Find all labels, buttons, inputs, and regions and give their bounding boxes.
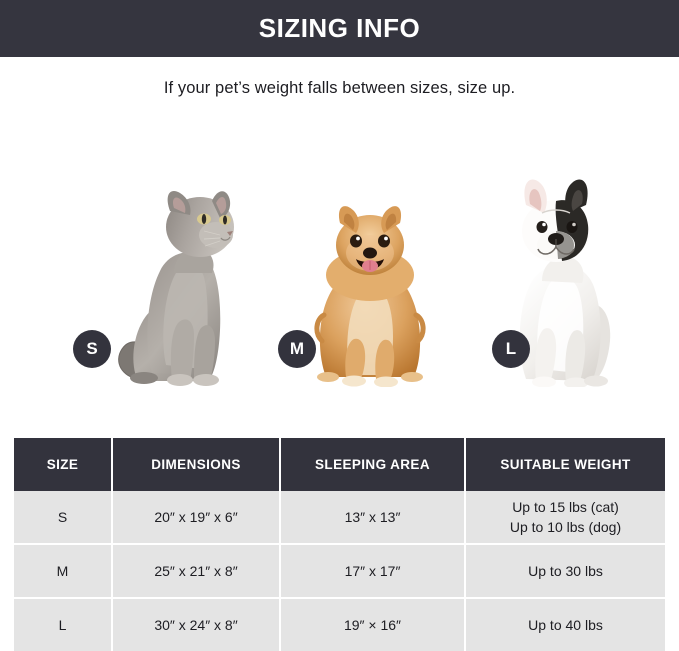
- size-badge-medium: M: [278, 330, 316, 368]
- cell-sleeping-area: 19″ × 16″: [280, 598, 466, 651]
- column-header-sleeping-area: SLEEPING AREA: [280, 438, 466, 491]
- subtitle-container: If your pet’s weight falls between sizes…: [0, 57, 679, 119]
- cell-suitable-weight: Up to 40 lbs: [465, 598, 665, 651]
- sizing-table: SIZE DIMENSIONS SLEEPING AREA SUITABLE W…: [14, 438, 665, 651]
- cell-dimensions: 20″ x 19″ x 6″: [112, 491, 281, 545]
- cell-suitable-weight: Up to 15 lbs (cat) Up to 10 lbs (dog): [465, 491, 665, 545]
- pomeranian-illustration: [314, 206, 426, 387]
- size-badge-large: L: [492, 330, 530, 368]
- sizing-info-banner: SIZING INFO: [0, 0, 679, 57]
- table-body: S 20″ x 19″ x 6″ 13″ x 13″ Up to 15 lbs …: [14, 491, 665, 651]
- cell-dimensions: 30″ x 24″ x 8″: [112, 598, 281, 651]
- table-header: SIZE DIMENSIONS SLEEPING AREA SUITABLE W…: [14, 438, 665, 491]
- size-badge-small: S: [73, 330, 111, 368]
- cell-size: S: [14, 491, 113, 545]
- french-bulldog-illustration: [519, 179, 611, 387]
- cat-illustration: [118, 191, 234, 386]
- cell-size: L: [14, 598, 113, 651]
- cell-suitable-weight: Up to 30 lbs: [465, 544, 665, 599]
- table-row: S 20″ x 19″ x 6″ 13″ x 13″ Up to 15 lbs …: [14, 491, 665, 545]
- column-header-size: SIZE: [14, 438, 113, 491]
- weight-line-dog: Up to 10 lbs (dog): [509, 519, 622, 535]
- cell-size: M: [14, 544, 113, 599]
- sizing-note: If your pet’s weight falls between sizes…: [163, 78, 516, 97]
- table-header-row: SIZE DIMENSIONS SLEEPING AREA SUITABLE W…: [14, 438, 665, 491]
- pet-image-large: [492, 169, 620, 387]
- weight-line-main: Up to 40 lbs: [528, 616, 603, 633]
- column-header-dimensions: DIMENSIONS: [112, 438, 281, 491]
- pet-image-small: [108, 175, 240, 387]
- table-row: M 25″ x 21″ x 8″ 17″ x 17″ Up to 30 lbs: [14, 544, 665, 599]
- page-title: SIZING INFO: [258, 13, 421, 43]
- weight-line-cat: Up to 15 lbs (cat): [512, 498, 619, 515]
- column-header-suitable-weight: SUITABLE WEIGHT: [465, 438, 665, 491]
- cell-sleeping-area: 17″ x 17″: [280, 544, 466, 599]
- pet-illustrations: S: [0, 119, 679, 387]
- cell-dimensions: 25″ x 21″ x 8″: [112, 544, 281, 599]
- cell-sleeping-area: 13″ x 13″: [280, 491, 466, 545]
- weight-line-main: Up to 30 lbs: [528, 562, 603, 579]
- table-row: L 30″ x 24″ x 8″ 19″ × 16″ Up to 40 lbs: [14, 598, 665, 651]
- pet-image-medium: [310, 191, 430, 387]
